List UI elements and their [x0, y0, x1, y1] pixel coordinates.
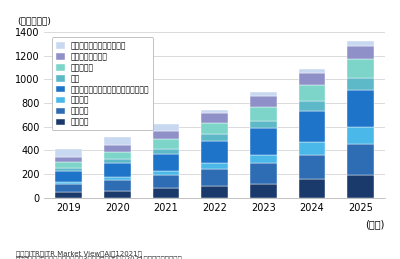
- Bar: [56, 162, 82, 168]
- Bar: [153, 149, 180, 154]
- Bar: [104, 177, 131, 180]
- Bar: [299, 73, 326, 85]
- Bar: [299, 155, 326, 179]
- Bar: [153, 175, 180, 188]
- Bar: [56, 192, 82, 198]
- Bar: [250, 92, 277, 96]
- Bar: [104, 137, 131, 145]
- Bar: [56, 171, 82, 182]
- Bar: [250, 106, 277, 121]
- Bar: [56, 184, 82, 192]
- Bar: [104, 163, 131, 177]
- Bar: [347, 90, 374, 127]
- Bar: [153, 124, 180, 131]
- Bar: [347, 41, 374, 46]
- Bar: [201, 113, 228, 123]
- Bar: [250, 163, 277, 184]
- Bar: [347, 46, 374, 59]
- Bar: [153, 139, 180, 149]
- Bar: [104, 145, 131, 152]
- Bar: [201, 186, 228, 198]
- Legend: 機械学習プラットフォーム, 時系列データ分析, 検索・探索, 翻訳, テキスト・マイニング／ナレッジ活用, 音声合成, 音声認識, 画像認識: 機械学習プラットフォーム, 時系列データ分析, 検索・探索, 翻訳, テキスト・…: [52, 38, 153, 131]
- Text: (年度): (年度): [366, 219, 385, 229]
- Bar: [347, 145, 374, 175]
- Bar: [250, 155, 277, 163]
- Bar: [347, 127, 374, 145]
- Bar: [250, 128, 277, 155]
- Bar: [56, 157, 82, 162]
- Bar: [153, 131, 180, 139]
- Bar: [201, 110, 228, 113]
- Bar: [250, 184, 277, 198]
- Bar: [347, 78, 374, 90]
- Bar: [201, 134, 228, 141]
- Text: (単位：億円): (単位：億円): [17, 16, 51, 25]
- Bar: [153, 188, 180, 198]
- Bar: [56, 182, 82, 184]
- Bar: [201, 123, 228, 134]
- Bar: [201, 163, 228, 169]
- Bar: [56, 168, 82, 171]
- Bar: [299, 101, 326, 111]
- Bar: [299, 85, 326, 101]
- Bar: [201, 141, 228, 163]
- Bar: [299, 69, 326, 73]
- Bar: [56, 149, 82, 157]
- Bar: [250, 96, 277, 106]
- Bar: [104, 180, 131, 191]
- Bar: [250, 121, 277, 128]
- Text: ＊ベンダーの売上金額を対象とし、3月期ベースで换算、2021年度以降は予測値。: ＊ベンダーの売上金額を対象とし、3月期ベースで换算、2021年度以降は予測値。: [16, 255, 183, 259]
- Bar: [299, 111, 326, 142]
- Bar: [104, 152, 131, 159]
- Bar: [153, 171, 180, 175]
- Bar: [299, 142, 326, 155]
- Bar: [153, 154, 180, 171]
- Bar: [299, 179, 326, 198]
- Bar: [347, 175, 374, 198]
- Bar: [347, 59, 374, 78]
- Bar: [104, 159, 131, 163]
- Bar: [201, 169, 228, 186]
- Text: 出典：ITR『ITR Market View：AI市12021』: 出典：ITR『ITR Market View：AI市12021』: [16, 250, 142, 257]
- Bar: [104, 191, 131, 198]
